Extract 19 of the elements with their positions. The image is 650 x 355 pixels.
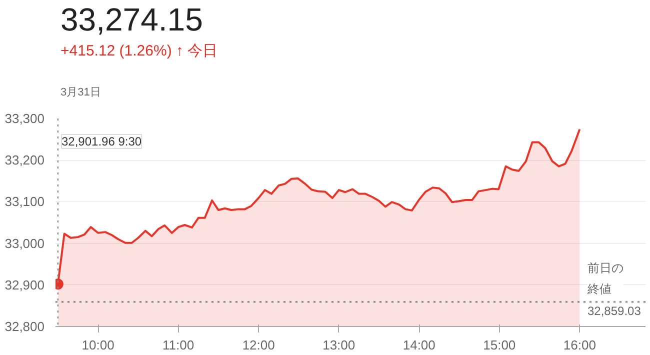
- text: 3月31日: [60, 86, 101, 98]
- x-tick-label: 14:00: [402, 338, 436, 352]
- y-tick-label: 33,100: [4, 194, 45, 210]
- y-tick-label: 33,200: [4, 152, 45, 168]
- y-tick-label: 33,300: [4, 111, 45, 126]
- ref-line-label: 前日の終値: [586, 260, 624, 296]
- chart-title: 33,274.15: [60, 2, 203, 38]
- y-tick-label: 33,000: [4, 236, 45, 251]
- x-tick-label: 13:00: [322, 338, 356, 352]
- y-tick-label: 32,900: [4, 277, 45, 292]
- chart-subtitle: +415.12 (1.26%) ↑ 今日: [60, 42, 218, 60]
- x-tick-label: 10:00: [82, 338, 114, 352]
- annotation: 32,901.96 9:30: [62, 134, 142, 148]
- y-tick-label: 32,800: [4, 319, 45, 334]
- x-tick-label: 16:00: [563, 338, 596, 352]
- x-tick-label: 12:00: [242, 338, 275, 352]
- x-tick-label: 15:00: [483, 338, 516, 352]
- x-tick-label: 11:00: [162, 338, 194, 352]
- annotation: 32,859.03: [588, 304, 642, 318]
